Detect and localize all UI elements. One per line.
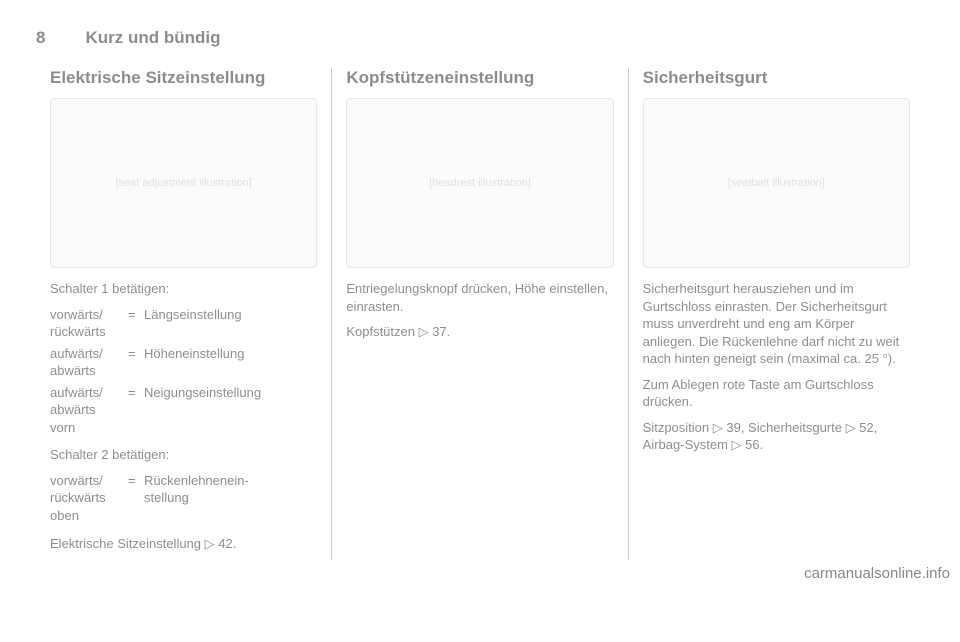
col1-title: Elektrische Sitzeinstellung — [50, 68, 317, 88]
col1-ref: Elektrische Sitzeinstellung ▷ 42. — [50, 535, 317, 553]
switch2-table: vorwärts/ rückwärts oben=Rückenlehnenein… — [50, 472, 317, 525]
col3-title: Sicherheitsgurt — [643, 68, 910, 88]
watermark: carmanualsonline.info — [804, 565, 950, 582]
col3-ref: Sitzposition ▷ 39, Sicherheitsgurte ▷ 52… — [643, 419, 910, 454]
col1-illustration: [seat adjustment illustration] — [50, 98, 317, 268]
col2-ref: Kopfstützen ▷ 37. — [346, 323, 613, 341]
col2-title: Kopfstützeneinstellung — [346, 68, 613, 88]
chapter-title: Kurz und bündig — [85, 28, 220, 48]
cell: Längseinstellung — [144, 306, 317, 341]
cell: Rückenlehnenein- stellung — [144, 472, 317, 525]
column-seatbelt: Sicherheitsgurt [seatbelt illustration] … — [629, 68, 924, 560]
col2-p1: Entriegelungsknopf drücken, Höhe einstel… — [346, 280, 613, 315]
cell: vorwärts/ rückwärts — [50, 306, 128, 341]
switch1-intro: Schalter 1 betätigen: — [50, 280, 317, 298]
column-seat-adjust: Elektrische Sitzeinstellung [seat adjust… — [36, 68, 332, 560]
col3-p1: Sicherheitsgurt herausziehen und im Gurt… — [643, 280, 910, 368]
column-headrest: Kopfstützeneinstellung [headrest illustr… — [332, 68, 628, 560]
col2-illustration: [headrest illustration] — [346, 98, 613, 268]
switch2-intro: Schalter 2 betätigen: — [50, 446, 317, 464]
cell: Neigungseinstellung — [144, 384, 317, 437]
page-number: 8 — [36, 28, 45, 48]
switch1-table: vorwärts/ rückwärts=Längseinstellung auf… — [50, 306, 317, 437]
cell: aufwärts/ abwärts vorn — [50, 384, 128, 437]
cell: Höheneinstellung — [144, 345, 317, 380]
col3-p2: Zum Ablegen rote Taste am Gurtschloss dr… — [643, 376, 910, 411]
cell: vorwärts/ rückwärts oben — [50, 472, 128, 525]
col3-illustration: [seatbelt illustration] — [643, 98, 910, 268]
cell: aufwärts/ abwärts — [50, 345, 128, 380]
